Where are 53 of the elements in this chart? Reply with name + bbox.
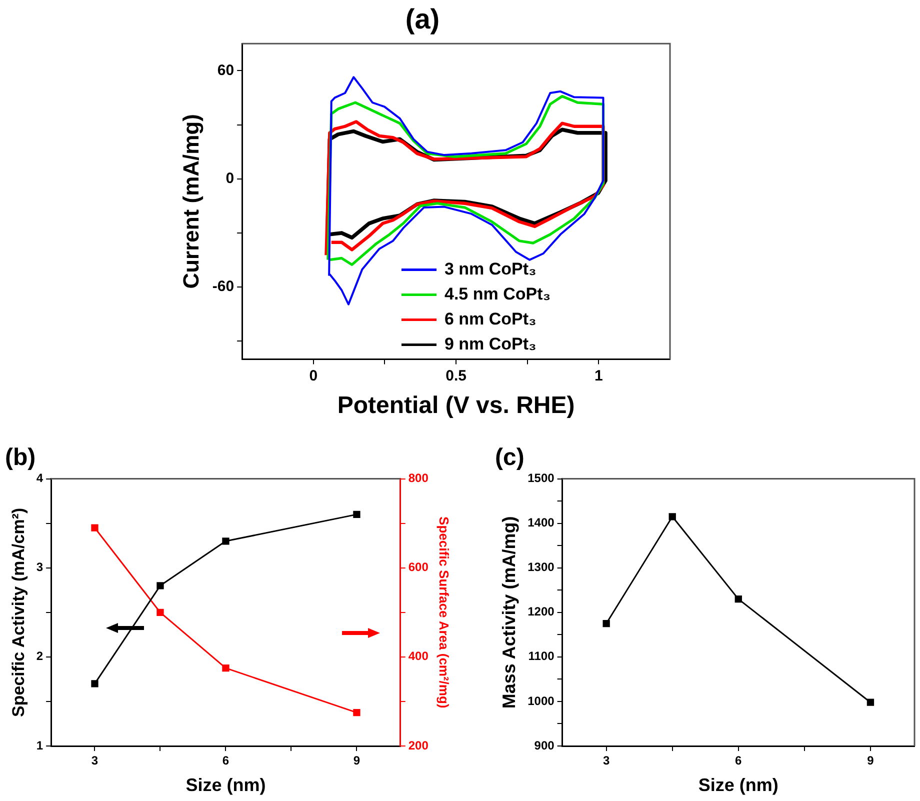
y-tick-label: 900	[534, 738, 555, 752]
y-axis-title: Specific Activity (mA/cm²)	[8, 508, 28, 717]
y-tick-label: -60	[212, 278, 234, 296]
y2-tick-label: 800	[408, 471, 429, 486]
point	[156, 608, 164, 616]
x-tick-label: 9	[353, 754, 360, 768]
x-axis-title: Size (nm)	[186, 775, 266, 796]
point	[668, 513, 676, 520]
point	[353, 510, 360, 518]
legend-label: 3 nm CoPt₃	[444, 259, 536, 278]
y-tick-label: 1	[36, 738, 44, 752]
y-tick-label: 1100	[528, 649, 555, 664]
y-tick-label: 1200	[528, 604, 555, 619]
y-tick-label: 3	[36, 560, 44, 574]
y-tick-label: 60	[217, 62, 234, 79]
chart-title: (c)	[495, 444, 524, 472]
point	[602, 620, 610, 628]
y2-tick-label: 200	[408, 738, 429, 752]
y-tick-label: 4	[36, 471, 44, 486]
y-tick-label: 1500	[528, 471, 555, 486]
x-tick-label: 6	[222, 754, 230, 768]
x-tick-label: 0.5	[446, 367, 466, 384]
x-tick-label: 0	[309, 367, 318, 384]
point	[734, 595, 742, 603]
y-tick-label: 1400	[528, 516, 555, 530]
y-tick-label: 2	[36, 649, 44, 664]
y-tick-label: 0	[226, 170, 234, 187]
x-tick-label: 9	[867, 754, 874, 768]
point	[222, 664, 230, 672]
x-axis-title: Size (nm)	[698, 775, 778, 796]
legend-label: 9 nm CoPt₃	[444, 334, 536, 354]
legend-label: 6 nm CoPt₃	[444, 309, 536, 328]
y-tick-label: 1000	[528, 694, 555, 708]
x-tick-label: 6	[735, 754, 742, 768]
y2-axis-title: Specific Surface Area (cm²/mg)	[436, 516, 452, 708]
x-tick-label: 1	[594, 367, 603, 384]
x-tick-label: 3	[602, 754, 610, 768]
point	[91, 524, 98, 532]
point	[156, 582, 164, 590]
y2-tick-label: 600	[408, 560, 429, 574]
chart-title: (a)	[405, 4, 440, 35]
legend-label: 4.5 nm CoPt₃	[444, 284, 551, 304]
chart-title: (b)	[5, 444, 36, 472]
y2-tick-label: 400	[408, 649, 429, 664]
x-axis-title: Potential (V vs. RHE)	[337, 392, 575, 420]
point	[91, 680, 98, 688]
y-axis-title: Mass Activity (mA/mg)	[498, 516, 519, 709]
point	[866, 698, 874, 706]
x-tick-label: 3	[91, 754, 98, 768]
point	[222, 538, 230, 545]
point	[353, 709, 360, 716]
y-axis-title: Current (mA/mg)	[178, 114, 204, 289]
y-tick-label: 1300	[528, 560, 555, 574]
